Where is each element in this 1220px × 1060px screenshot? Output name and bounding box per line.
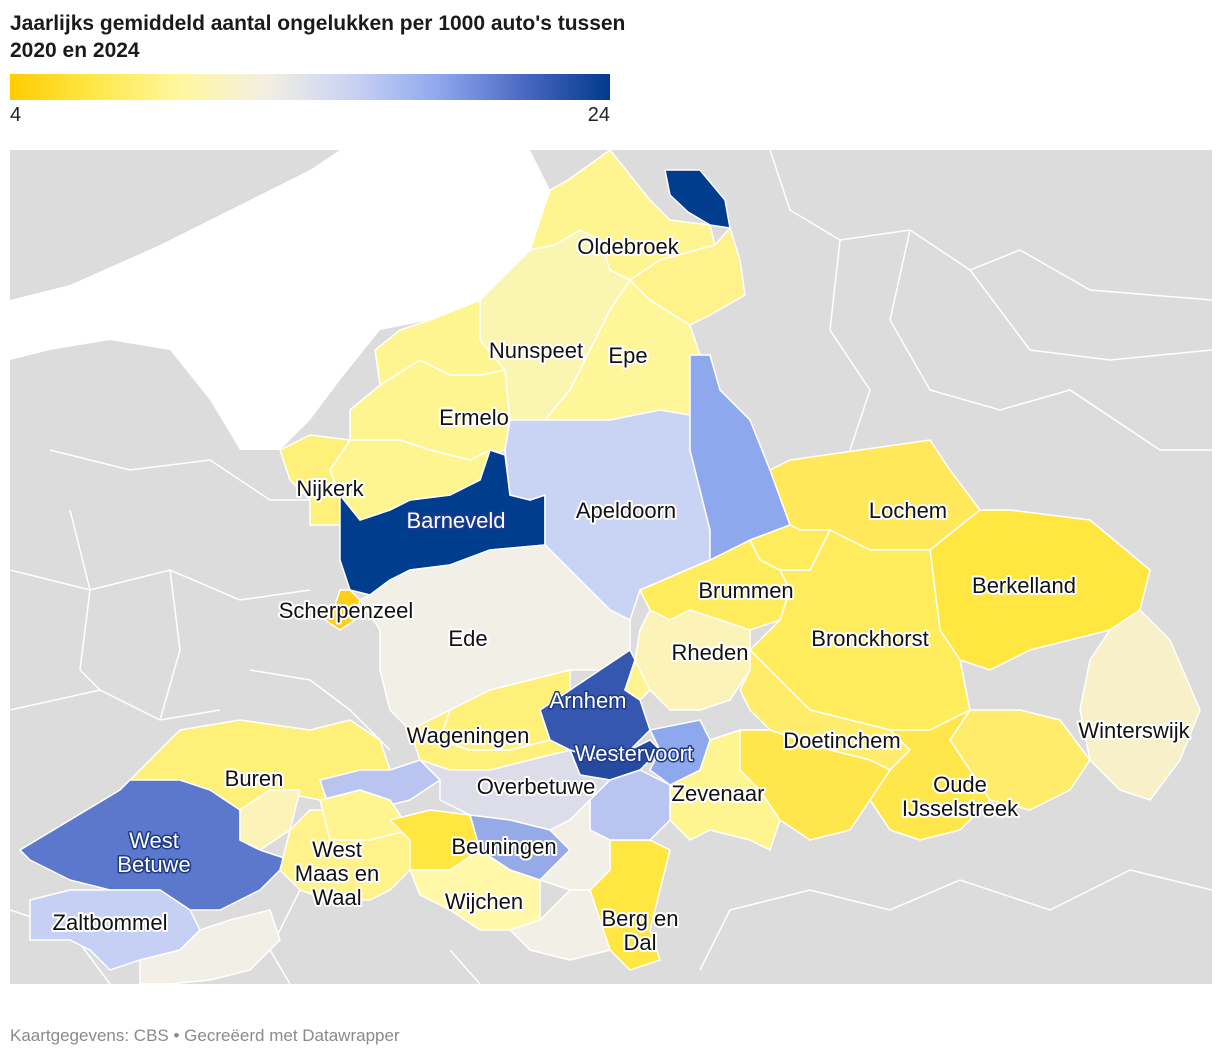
label-west-betuwe: West Betuwe [117, 828, 190, 877]
label-buren: Buren [225, 766, 284, 791]
label-nijkerk: Nijkerk [296, 476, 364, 501]
municipality-heumen[interactable] [509, 889, 611, 961]
label-overbetuwe: Overbetuwe [477, 774, 596, 799]
label-scherpenzeel: Scherpenzeel [279, 598, 414, 623]
municipality-rozendaal[interactable] [624, 659, 651, 701]
municipality-zutphen[interactable] [749, 524, 831, 571]
label-winterswijk: Winterswijk [1078, 718, 1190, 743]
label-zevenaar: Zevenaar [672, 781, 765, 806]
legend-min-label: 4 [10, 104, 22, 126]
municipality-culemborg[interactable] [239, 789, 301, 851]
municipality-scherpenzeel[interactable] [324, 589, 361, 631]
municipality-hattem[interactable] [664, 169, 731, 229]
label-wijchen: Wijchen [445, 889, 523, 914]
label-arnhem: Arnhem [549, 688, 626, 713]
municipality-heerde[interactable] [629, 227, 746, 326]
label-westervoort: Westervoort [575, 741, 693, 766]
municipality-putten[interactable] [329, 439, 491, 521]
label-brummen: Brummen [698, 578, 793, 603]
label-rheden: Rheden [671, 640, 748, 665]
municipality-harderwijk[interactable] [374, 299, 506, 386]
label-ede: Ede [448, 626, 487, 651]
legend-max-label: 24 [587, 104, 610, 126]
label-zaltbommel: Zaltbommel [53, 910, 168, 935]
label-wageningen: Wageningen [407, 723, 530, 748]
municipality-winterswijk[interactable] [1079, 609, 1201, 801]
label-apeldoorn: Apeldoorn [576, 498, 676, 523]
municipality-maasdriel[interactable] [139, 909, 281, 984]
label-bronckhorst: Bronckhorst [811, 626, 928, 651]
label-berkelland: Berkelland [972, 573, 1076, 598]
choropleth-map: Oldebroek Nunspeet Epe Ermelo Nijkerk Barneve… [10, 150, 1212, 984]
label-oldebroek: Oldebroek [577, 234, 680, 259]
label-lochem: Lochem [869, 498, 947, 523]
municipality-druten[interactable] [389, 809, 481, 871]
label-oude-ijsselstreek: Oude IJsselstreek [902, 772, 1019, 821]
water-ijsselmeer-inlet [250, 150, 350, 240]
municipality-duiven[interactable] [649, 719, 711, 786]
label-west-maas-en-waal: West Maas en Waal [295, 837, 379, 910]
water-ijsselmeer [10, 150, 550, 450]
chart-title: Jaarlijks gemiddeld aantal ongelukken pe… [10, 12, 626, 62]
label-barneveld: Barneveld [406, 508, 505, 533]
color-legend-bar [10, 74, 610, 100]
label-beuningen: Beuningen [451, 834, 556, 859]
label-ermelo: Ermelo [439, 405, 509, 430]
label-nunspeet: Nunspeet [489, 338, 583, 363]
label-doetinchem: Doetinchem [783, 728, 900, 753]
municipality-aalten[interactable] [949, 709, 1091, 811]
neighbouring-borders [10, 150, 1212, 984]
municipality-montferland[interactable] [739, 729, 891, 841]
source-footer: Kaartgegevens: CBS • Gecreëerd met Dataw… [10, 1026, 400, 1045]
municipality-nijmegen[interactable] [539, 799, 611, 891]
municipality-renkum[interactable] [439, 669, 571, 751]
label-epe: Epe [608, 343, 647, 368]
municipality-west-betuwe[interactable] [19, 779, 291, 911]
label-berg-en-dal: Berg en Dal [601, 906, 678, 955]
